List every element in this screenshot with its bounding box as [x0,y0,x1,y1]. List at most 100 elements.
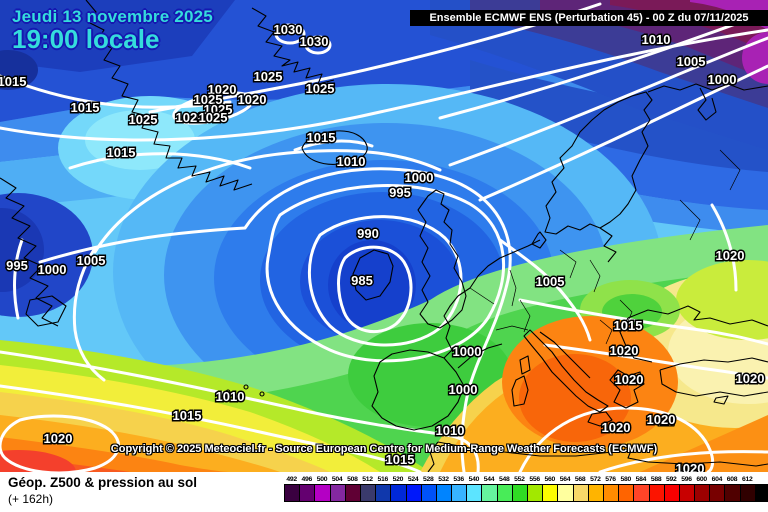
scale-cell [602,484,619,502]
pressure-label: 1010 [216,389,245,404]
pressure-label: 1000 [449,382,478,397]
pressure-label: 1000 [405,170,434,185]
pressure-label: 1020 [610,343,639,358]
scale-value: 528 [423,476,434,483]
pressure-label: 1000 [38,262,67,277]
scale-cell [359,484,376,502]
scale-value: 608 [726,476,738,483]
model-title: Ensemble ECMWF ENS (Perturbation 45) - 0… [429,12,749,24]
pressure-label: 1015 [173,408,202,423]
scale-cell [496,484,512,502]
pressure-label: 1020 [208,82,237,97]
scale-value: 552 [514,476,525,483]
color-scale-values: 492 496 500 504 508 512 516 520 524 528 532 536 540 5… [284,476,768,483]
product-info: Géop. Z500 & pression au sol (+ 162h) [8,475,197,506]
pressure-label: 1025 [194,92,223,107]
scale-value: 504 [331,476,343,483]
scale-cell [481,484,497,502]
pressure-label: 1025 [204,102,233,117]
scale-cell [390,484,406,502]
scale-value: 596 [681,476,692,483]
scale-value: 584 [635,476,647,483]
scale-cell [618,484,634,502]
scale-cell [314,484,330,502]
scale-value: 564 [559,476,571,483]
model-title-bar: Ensemble ECMWF ENS (Perturbation 45) - 0… [410,10,768,26]
scale-value: 604 [711,476,723,483]
pressure-label: 1020 [676,461,705,472]
pressure-label: 1015 [386,452,415,467]
scale-cell [572,484,588,502]
scale-cell [739,484,755,502]
pressure-label: 1020 [44,431,73,446]
scale-value: 536 [453,476,464,483]
pressure-label: 1020 [176,110,205,125]
scale-cell [527,484,543,502]
scale-cell [344,484,360,502]
scale-cell [466,484,482,502]
pressure-label: 1010 [436,423,465,438]
scale-cell [542,484,558,502]
pressure-label: 1000 [453,344,482,359]
scale-cell-end [754,484,768,502]
scale-value: 520 [392,476,404,483]
valid-time: 19:00 locale [12,23,160,54]
scale-cell [405,484,421,502]
pressure-label: 1020 [615,372,644,387]
pressure-label: 1005 [536,274,565,289]
pressure-label: 1015 [0,74,26,89]
scale-cell [451,484,467,502]
scale-value: 600 [696,476,707,483]
scale-cell [663,484,679,502]
scale-cell [329,484,345,502]
scale-value: 576 [605,476,616,483]
scale-value: 588 [650,476,662,483]
copyright-notice: Copyright © 2025 Meteociel.fr - Source E… [110,443,658,455]
scale-cell [724,484,740,502]
color-scale: 492 496 500 504 508 512 516 520 524 528 532 536 540 5… [284,476,768,502]
scale-value: 516 [377,476,388,483]
scale-cell [375,484,391,502]
scale-cell [557,484,573,502]
pressure-label: 1005 [677,54,706,69]
scale-value: 524 [407,476,419,483]
scale-value: 544 [483,476,495,483]
scale-cell [648,484,664,502]
pressure-label: 1000 [708,72,737,87]
scale-cell [587,484,603,502]
pressure-label: 1030 [300,34,329,49]
scale-cell [420,484,436,502]
scale-cell [694,484,710,502]
scale-cell [435,484,452,502]
pressure-label: 1010 [642,32,671,47]
scale-value: 580 [620,476,631,483]
scale-value: 592 [666,476,677,483]
pressure-label: 1015 [614,318,643,333]
pressure-label: 1025 [254,69,283,84]
pressure-label: 985 [351,273,373,288]
scale-cell [709,484,725,502]
scale-cell [299,484,315,502]
pressure-label: 1025 [129,112,158,127]
footer-panel: Géop. Z500 & pression au sol (+ 162h) 49… [0,472,768,512]
scale-value: 512 [362,476,373,483]
scale-value: 548 [498,476,510,483]
scale-value: 532 [438,476,449,483]
pressure-label: 995 [389,185,411,200]
pressure-labels-layer: 1015101510251020102510251020102510201030… [0,21,766,473]
pressure-label: 1025 [306,81,335,96]
pressure-label: 1020 [647,412,676,427]
pressure-label: 1005 [77,253,106,268]
scale-value: 496 [301,476,313,483]
pressure-label: 1020 [716,248,745,263]
pressure-label: 1020 [602,420,631,435]
pressure-label: 1030 [274,22,303,37]
scale-value: 508 [347,476,358,483]
map-canvas: 1015101510251020102510251020102510201030… [0,0,768,472]
scale-value: 492 [286,476,297,483]
pressure-label: 1020 [736,371,765,386]
scale-value: 500 [316,476,328,483]
pressure-label: 1020 [238,92,267,107]
pressure-label: 995 [6,258,28,273]
